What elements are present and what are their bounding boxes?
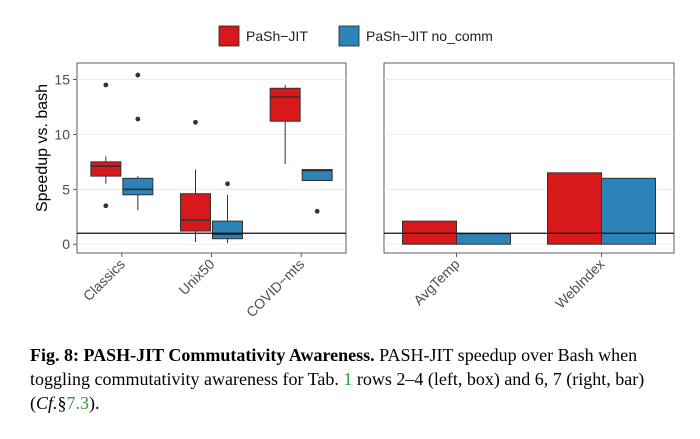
box-pash-jit-no-comm-covid-mts	[301, 169, 333, 182]
box-pash-jit-unix50-outlier-0	[193, 119, 198, 125]
caption-text-2: rows 2–4 (left, box) and 6, 7 (right, ba…	[30, 369, 645, 413]
x-tick-label-webindex: WebIndex	[552, 256, 608, 312]
box-pash-jit-no-comm-classics	[122, 177, 154, 196]
x-tick-label-avgtemp: AvgTemp	[410, 256, 463, 309]
caption-table-ref[interactable]: 1	[343, 369, 353, 389]
legend-swatch-pash-jit	[218, 25, 240, 47]
y-axis-title: Speedup vs. bash	[34, 84, 51, 212]
box-pash-jit-classics-outlier-0	[103, 82, 109, 88]
y-tick-label-10: 10	[54, 126, 70, 142]
figure-caption: Fig. 8: PASH-JIT Commutativity Awareness…	[30, 343, 670, 415]
y-tick-label-15: 15	[54, 71, 70, 87]
bar-pash-jit-no-comm-avgtemp	[456, 233, 511, 245]
x-tick-label-classics: Classics	[80, 256, 128, 304]
box-pash-jit-no-comm-covid-mts-outlier-0	[314, 208, 320, 214]
right-panel: AvgTemp WebIndex	[383, 62, 675, 312]
left-plot-area	[76, 62, 347, 254]
caption-text-3: ).	[89, 393, 100, 413]
left-y-ticks: 0 5 10 15	[54, 71, 77, 252]
caption-section-ref[interactable]: 7.3	[66, 393, 90, 413]
box-pash-jit-no-comm-classics-outlier-1	[135, 116, 141, 122]
caption-cf: Cf.	[36, 393, 58, 413]
caption-text-1: PASH-JIT speedup over Bash when toggling…	[30, 345, 638, 389]
box-pash-jit-classics	[90, 161, 122, 177]
legend-label-pash-jit-no-comm: PaSh−JIT no_comm	[366, 28, 493, 44]
left-panel: 0 5 10 15 Classics Unix50 COVID−mts	[54, 62, 347, 320]
box-pash-jit-no-comm-unix50-outlier-0	[225, 181, 230, 187]
box-pash-jit-unix50	[180, 193, 211, 232]
left-marks	[77, 72, 346, 244]
figure: PaSh−JIT PaSh−JIT no_comm Speedup vs. ba…	[34, 25, 675, 320]
right-marks	[384, 172, 674, 245]
box-pash-jit-no-comm-classics-outlier-0	[135, 72, 141, 78]
bar-pash-jit-webindex	[547, 172, 602, 245]
box-pash-jit-no-comm-unix50	[212, 220, 243, 240]
box-pash-jit-covid-mts	[269, 87, 301, 122]
box-pash-jit-classics-outlier-1	[103, 203, 109, 209]
legend-label-pash-jit: PaSh−JIT	[246, 28, 308, 44]
bar-pash-jit-no-comm-webindex	[601, 177, 656, 245]
left-grid	[77, 79, 346, 245]
caption-label: Fig. 8: PASH-JIT Commutativity Awareness…	[30, 345, 375, 365]
y-tick-label-5: 5	[62, 181, 70, 197]
left-x-ticks: Classics Unix50 COVID−mts	[80, 253, 307, 320]
right-x-ticks: AvgTemp WebIndex	[410, 253, 608, 312]
x-tick-label-covid-mts: COVID−mts	[243, 256, 307, 320]
legend: PaSh−JIT PaSh−JIT no_comm	[218, 25, 493, 47]
y-tick-label-0: 0	[62, 236, 70, 252]
legend-swatch-pash-jit-no-comm	[338, 25, 360, 47]
caption-section-sign: §	[57, 393, 67, 413]
x-tick-label-unix50: Unix50	[175, 256, 217, 298]
